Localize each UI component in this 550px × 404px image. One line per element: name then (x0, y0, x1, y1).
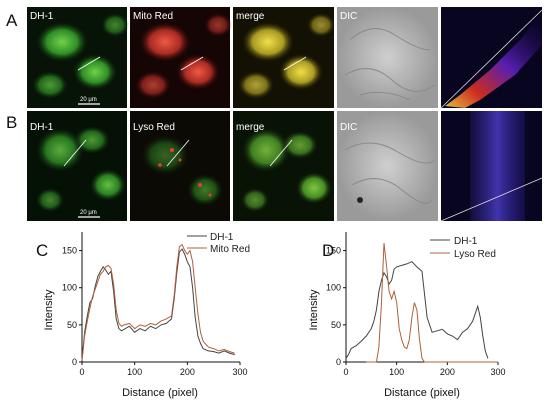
chart-d-legend-lyso: Lyso Red (454, 249, 496, 260)
row-a: 20 μm DH-1 Mito Red merge DIC (27, 7, 543, 109)
chart-d-ytick-label: 50 (331, 320, 341, 330)
tile-b-dh1: 20 μm DH-1 (27, 111, 127, 221)
panel-letter-c: C (36, 241, 48, 260)
chart-c-legend-mito: Mito Red (210, 244, 250, 255)
chart-c-xtick-label: 200 (180, 367, 195, 377)
tile-a-dic: DIC (337, 7, 438, 108)
tile-b-coloc (440, 111, 543, 222)
tile-b-dic: DIC (337, 111, 438, 221)
chart-c-ytick-label: 100 (62, 283, 77, 293)
scale-bar-label-a: 20 μm (80, 97, 97, 103)
panel-letter-b: B (6, 113, 17, 132)
chart-d-ylabel: Intensity (308, 289, 320, 330)
tile-a-merge: merge (233, 7, 335, 108)
chart-c-axes: 0 100 200 300 0 50 100 150 (62, 232, 248, 377)
chart-c-ytick-label: 150 (62, 246, 77, 256)
chart-c-xtick-label: 300 (232, 367, 247, 377)
chart-c-ytick-label: 50 (67, 320, 77, 330)
tile-a-label-dh1: DH-1 (30, 11, 54, 22)
tile-b-label-merge: merge (236, 122, 265, 133)
tile-a-label-merge: merge (236, 11, 265, 22)
chart-c-series-dh-1 (81, 248, 235, 361)
chart-d: D 0 100 200 300 0 50 100 150 DH-1 Lyso Red Dist… (308, 232, 506, 399)
tile-b-label-lyso: Lyso Red (133, 122, 175, 133)
chart-c-ylabel: Intensity (43, 289, 55, 330)
chart-d-series (345, 243, 498, 363)
chart-d-ytick-label: 0 (336, 357, 341, 367)
chart-d-xtick-label: 200 (440, 367, 455, 377)
chart-d-ytick-label: 100 (326, 283, 341, 293)
chart-d-xtick-label: 0 (343, 367, 348, 377)
chart-c-xtick-label: 100 (127, 367, 142, 377)
panel-letter-a: A (6, 11, 18, 30)
chart-c-xlabel: Distance (pixel) (122, 387, 198, 399)
chart-d-xtick-label: 300 (490, 367, 505, 377)
tile-a-coloc (440, 7, 543, 109)
tile-a-mito: Mito Red (130, 7, 232, 108)
chart-c-ytick-label: 0 (72, 357, 77, 367)
tile-b-label-dic: DIC (340, 122, 357, 133)
tile-b-merge: merge (233, 111, 334, 221)
tile-a-dh1: 20 μm DH-1 (27, 7, 129, 108)
chart-d-legend: DH-1 Lyso Red (430, 236, 496, 260)
chart-d-xlabel: Distance (pixel) (384, 387, 460, 399)
chart-c-xtick-label: 0 (79, 367, 84, 377)
chart-c-series-mito-red (81, 243, 235, 361)
tile-b-lyso: Lyso Red (130, 111, 230, 221)
chart-c: C 0 100 200 300 0 50 100 150 DH-1 Mito Red Dist… (36, 232, 250, 399)
chart-d-ytick-label: 150 (326, 246, 341, 256)
chart-d-legend-dh1: DH-1 (454, 236, 478, 247)
chart-d-series-dh-1 (345, 261, 489, 359)
row-b: 20 μm DH-1 Lyso Red merge (27, 111, 543, 222)
chart-c-series (81, 243, 235, 361)
scale-bar-label-b: 20 μm (80, 210, 97, 216)
tile-a-label-mito: Mito Red (133, 11, 173, 22)
tile-b-label-dh1: DH-1 (30, 122, 54, 133)
tile-a-label-dic: DIC (340, 11, 357, 22)
panel-letter-d: D (322, 241, 334, 260)
chart-d-xtick-label: 100 (389, 367, 404, 377)
chart-c-legend: DH-1 Mito Red (187, 232, 250, 255)
chart-c-legend-dh1: DH-1 (210, 232, 234, 243)
chart-d-series-lyso-red (366, 243, 498, 363)
